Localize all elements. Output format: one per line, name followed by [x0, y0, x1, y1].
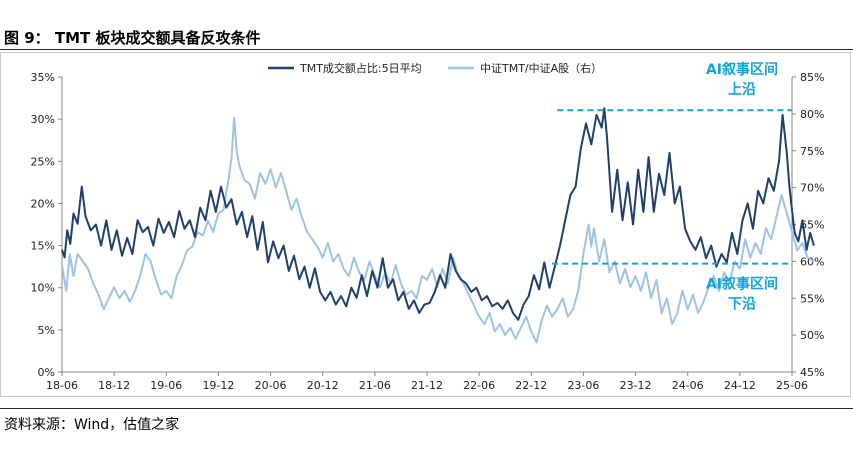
- legend-item-tmt-turnover-share-label: TMT成交额占比:5日平均: [299, 61, 422, 75]
- right-axis: 45% 50% 55% 60% 65% 70% 75% 80% 85%: [791, 71, 824, 379]
- x-tick-label: 18-06: [46, 379, 78, 392]
- chart-frame: [0, 52, 851, 397]
- right-tick-label: 80%: [800, 108, 824, 121]
- x-tick-label: 18-12: [98, 379, 130, 392]
- x-tick-label: 22-06: [463, 379, 495, 392]
- x-axis: 18-06 18-12 19-06 19-12 20-06 20-12 21-06 21-12…: [46, 371, 808, 392]
- right-tick-label: 75%: [800, 145, 824, 158]
- series-line-tmt-relative-index: [61, 116, 815, 344]
- x-tick-label: 21-06: [359, 379, 391, 392]
- x-tick-label: 24-12: [724, 379, 756, 392]
- right-tick-label: 55%: [800, 292, 824, 305]
- left-tick-label: 15%: [31, 240, 55, 253]
- left-tick-label: 35%: [31, 71, 55, 84]
- x-tick-label: 19-12: [202, 379, 234, 392]
- line-chart: 0% 5% 10% 15% 20% 25% 30% 35% 45% 50% 55% 60% 65% 70…: [31, 61, 825, 392]
- x-tick-label: 25-06: [776, 379, 808, 392]
- annotation-sublabel-lower: 下沿: [728, 297, 756, 313]
- x-tick-label: 23-12: [620, 379, 652, 392]
- annotation-label-upper: AI叙事区间: [706, 61, 778, 78]
- left-tick-label: 10%: [31, 282, 55, 295]
- left-tick-label: 0%: [38, 366, 55, 379]
- series-line-tmt-turnover-share: [61, 107, 815, 321]
- footer-rule: [0, 408, 853, 409]
- left-tick-label: 30%: [31, 113, 55, 126]
- right-tick-label: 65%: [800, 219, 824, 232]
- right-tick-label: 45%: [800, 366, 824, 379]
- annotation-label-lower: AI叙事区间: [706, 276, 778, 293]
- legend-item-tmt-relative-index-label: 中证TMT/中证A股（右）: [480, 61, 602, 75]
- right-tick-label: 85%: [800, 71, 824, 84]
- x-tick-label: 21-12: [411, 379, 443, 392]
- x-tick-label: 23-06: [567, 379, 599, 392]
- figure-header: 图 9： TMT 板块成交额具备反攻条件: [0, 0, 853, 50]
- x-tick-label: 19-06: [150, 379, 182, 392]
- source-note: 资料来源：Wind，估值之家: [4, 417, 180, 433]
- left-tick-label: 20%: [31, 197, 55, 210]
- figure-title: 图 9： TMT 板块成交额具备反攻条件: [4, 29, 261, 47]
- legend: TMT成交额占比:5日平均 中证TMT/中证A股（右）: [268, 61, 602, 75]
- header-rule: [0, 49, 853, 50]
- right-tick-label: 60%: [800, 255, 824, 268]
- x-tick-label: 20-12: [307, 379, 339, 392]
- x-tick-label: 24-06: [672, 379, 704, 392]
- x-tick-label: 22-12: [515, 379, 547, 392]
- right-tick-label: 70%: [800, 182, 824, 195]
- series-layer: [61, 107, 815, 344]
- x-tick-label: 20-06: [255, 379, 287, 392]
- left-tick-label: 5%: [38, 324, 55, 337]
- left-axis: 0% 5% 10% 15% 20% 25% 30% 35%: [31, 71, 63, 379]
- right-tick-label: 50%: [800, 329, 824, 342]
- annotation-sublabel-upper: 上沿: [728, 82, 756, 98]
- left-tick-label: 25%: [31, 155, 55, 168]
